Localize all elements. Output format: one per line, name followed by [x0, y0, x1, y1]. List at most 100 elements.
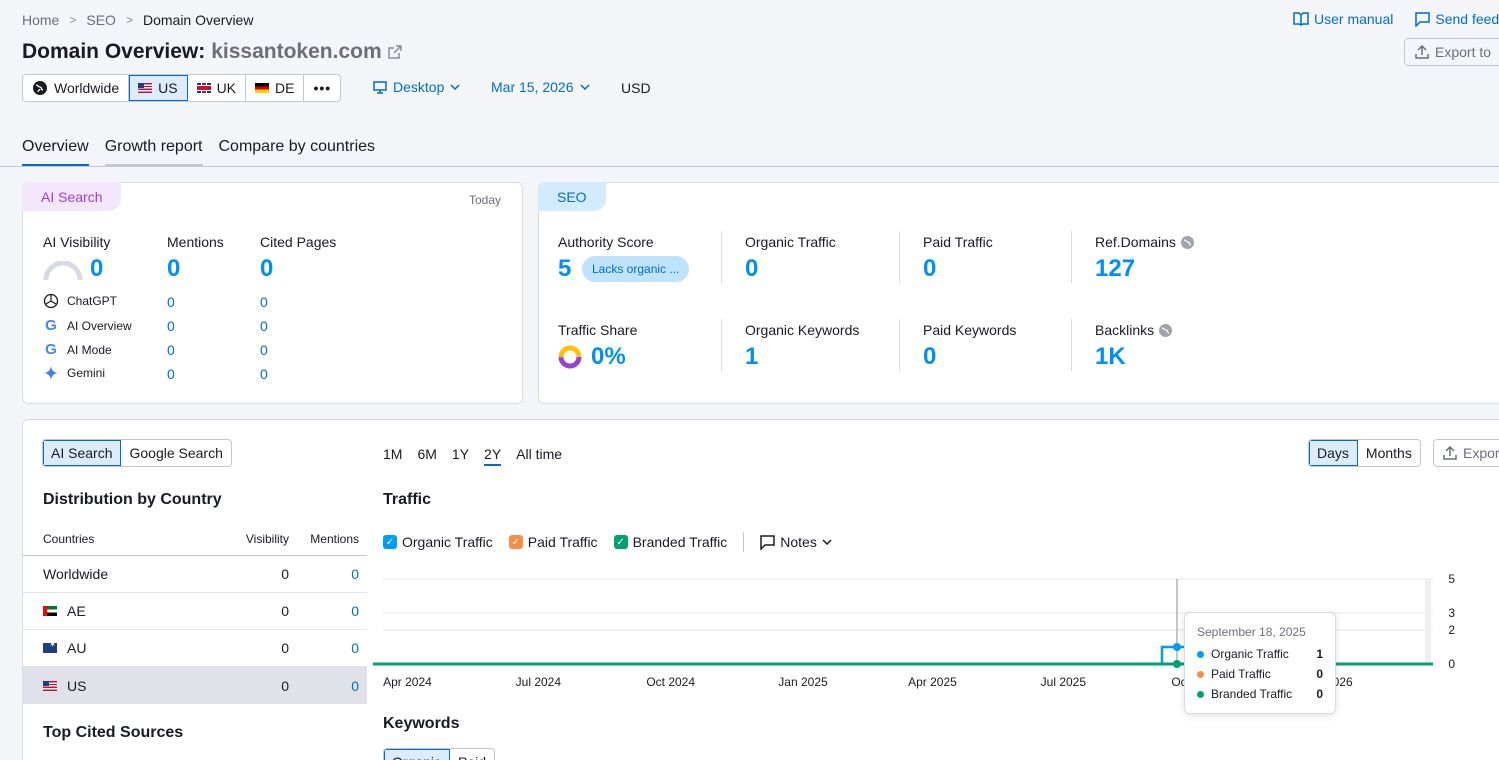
breadcrumb-home[interactable]: Home [22, 12, 60, 28]
toggle-months[interactable]: Months [1365, 445, 1412, 461]
checkbox-checked-icon: ✓ [613, 535, 628, 549]
traffic-share-value[interactable]: 0% [591, 343, 626, 370]
breadcrumb-seo[interactable]: SEO [86, 12, 116, 28]
user-manual-link[interactable]: User manual [1293, 11, 1393, 27]
paid-traffic-value[interactable]: 0 [923, 255, 937, 282]
divider [743, 532, 745, 552]
db-uk-label: UK [216, 80, 237, 96]
db-worldwide[interactable]: Worldwide [23, 75, 130, 101]
checkbox-checked-icon: ✓ [383, 535, 397, 549]
table-row-selected[interactable]: US 0 0 [23, 667, 367, 704]
country-mentions[interactable]: 0 [351, 603, 359, 619]
date-label: Mar 15, 2026 [491, 79, 574, 95]
country-visibility: 0 [281, 603, 289, 619]
db-more-button[interactable]: ••• [304, 75, 340, 101]
toggle-ai-search[interactable]: AI Search [43, 440, 122, 466]
engine-row-ai-overview: G AI Overview [43, 317, 132, 334]
db-us-label: US [158, 80, 178, 96]
table-row[interactable]: AE 0 0 [23, 593, 367, 630]
external-link-icon[interactable] [387, 45, 402, 59]
engine-cited[interactable]: 0 [260, 318, 268, 334]
organic-traffic-value[interactable]: 0 [745, 255, 759, 282]
tooltip-row-value: 1 [1316, 647, 1323, 661]
globe-icon [33, 81, 47, 95]
export-button[interactable]: Export to [1404, 38, 1499, 66]
tab-compare-countries[interactable]: Compare by countries [218, 138, 376, 155]
tab-overview[interactable]: Overview [22, 138, 89, 167]
mentions-value[interactable]: 0 [167, 255, 181, 282]
toggle-google-search[interactable]: Google Search [129, 445, 223, 461]
range-2y[interactable]: 2Y [484, 446, 502, 466]
device-dropdown[interactable]: Desktop [373, 79, 460, 95]
organic-keywords-value[interactable]: 1 [745, 343, 759, 370]
range-all-time[interactable]: All time [516, 446, 563, 462]
engine-mentions[interactable]: 0 [167, 294, 175, 310]
engine-row-gemini: Gemini [43, 365, 105, 381]
today-label: Today [468, 193, 501, 207]
toggle-organic[interactable]: Organic [384, 749, 451, 760]
chart-legend: ✓ Organic Traffic ✓ Paid Traffic ✓ Branded … [383, 532, 832, 552]
tooltip-row: Paid Traffic 0 [1197, 667, 1323, 681]
engine-row-chatgpt: ChatGPT [43, 293, 117, 309]
col-mentions: Mentions [310, 532, 359, 546]
x-tick-label: Oct 2024 [646, 675, 695, 689]
send-feedback-link[interactable]: Send feed [1415, 11, 1499, 27]
gemini-icon [43, 365, 59, 381]
ai-visibility-value[interactable]: 0 [90, 255, 104, 282]
toggle-days[interactable]: Days [1309, 440, 1358, 466]
engine-row-ai-mode: G AI Mode [43, 341, 112, 358]
ref-domains-value[interactable]: 127 [1095, 255, 1136, 282]
notes-dropdown[interactable]: Notes [760, 534, 832, 550]
backlinks-label-wrap: Backlinks [1095, 322, 1173, 338]
us-flag-icon [43, 680, 57, 691]
tooltip-row-value: 0 [1316, 687, 1323, 701]
export-label: Export to [1435, 44, 1492, 60]
legend-organic[interactable]: ✓ Organic Traffic [383, 534, 493, 550]
range-6m[interactable]: 6M [417, 446, 437, 462]
date-dropdown[interactable]: Mar 15, 2026 [491, 79, 590, 95]
db-de[interactable]: DE [246, 75, 305, 101]
range-1y[interactable]: 1Y [451, 446, 470, 462]
toggle-paid[interactable]: Paid [450, 749, 494, 760]
table-row[interactable]: AU 0 0 [23, 630, 367, 667]
data-point-organic [1172, 643, 1181, 651]
engine-mentions[interactable]: 0 [167, 366, 175, 382]
dot-icon [1197, 650, 1204, 658]
cited-pages-value[interactable]: 0 [260, 255, 274, 282]
db-uk[interactable]: UK [188, 75, 247, 101]
engine-mentions[interactable]: 0 [167, 342, 175, 358]
engine-cited[interactable]: 0 [260, 366, 268, 382]
y-tick-label: 0 [1448, 657, 1455, 671]
db-de-label: DE [275, 80, 295, 96]
authority-score-value[interactable]: 5 [558, 255, 572, 282]
organic-keywords-label: Organic Keywords [745, 322, 860, 338]
col-countries: Countries [43, 532, 95, 546]
traffic-section-card: AI Search Google Search Distribution by … [22, 419, 1499, 760]
legend-branded[interactable]: ✓ Branded Traffic [613, 534, 727, 550]
paid-keywords-value[interactable]: 0 [923, 343, 937, 370]
engine-cited[interactable]: 0 [260, 342, 268, 358]
db-us[interactable]: US [129, 75, 188, 101]
country-name: Worldwide [43, 566, 109, 582]
au-flag-icon [43, 640, 57, 653]
authority-badge[interactable]: Lacks organic ... [582, 256, 690, 282]
tab-divider [0, 166, 1499, 167]
domain-link[interactable]: kissantoken.com [211, 40, 382, 63]
divider [899, 319, 900, 371]
send-feedback-label: Send feed [1435, 11, 1499, 27]
mentions-label: Mentions [167, 234, 224, 250]
country-mentions[interactable]: 0 [351, 566, 359, 582]
tab-growth-report[interactable]: Growth report [104, 138, 203, 167]
engine-cited[interactable]: 0 [260, 294, 268, 310]
page-title-prefix: Domain Overview: [22, 40, 206, 63]
legend-paid[interactable]: ✓ Paid Traffic [508, 534, 598, 550]
chart-export-button[interactable]: Expor [1433, 439, 1499, 467]
table-row[interactable]: Worldwide 0 0 [23, 556, 367, 593]
ai-visibility-label: AI Visibility [43, 234, 111, 250]
backlinks-value[interactable]: 1K [1095, 343, 1126, 370]
engine-mentions[interactable]: 0 [167, 318, 175, 334]
range-1m[interactable]: 1M [383, 446, 403, 462]
country-mentions[interactable]: 0 [351, 677, 359, 694]
country-mentions[interactable]: 0 [351, 640, 359, 656]
db-worldwide-label: Worldwide [54, 80, 120, 96]
